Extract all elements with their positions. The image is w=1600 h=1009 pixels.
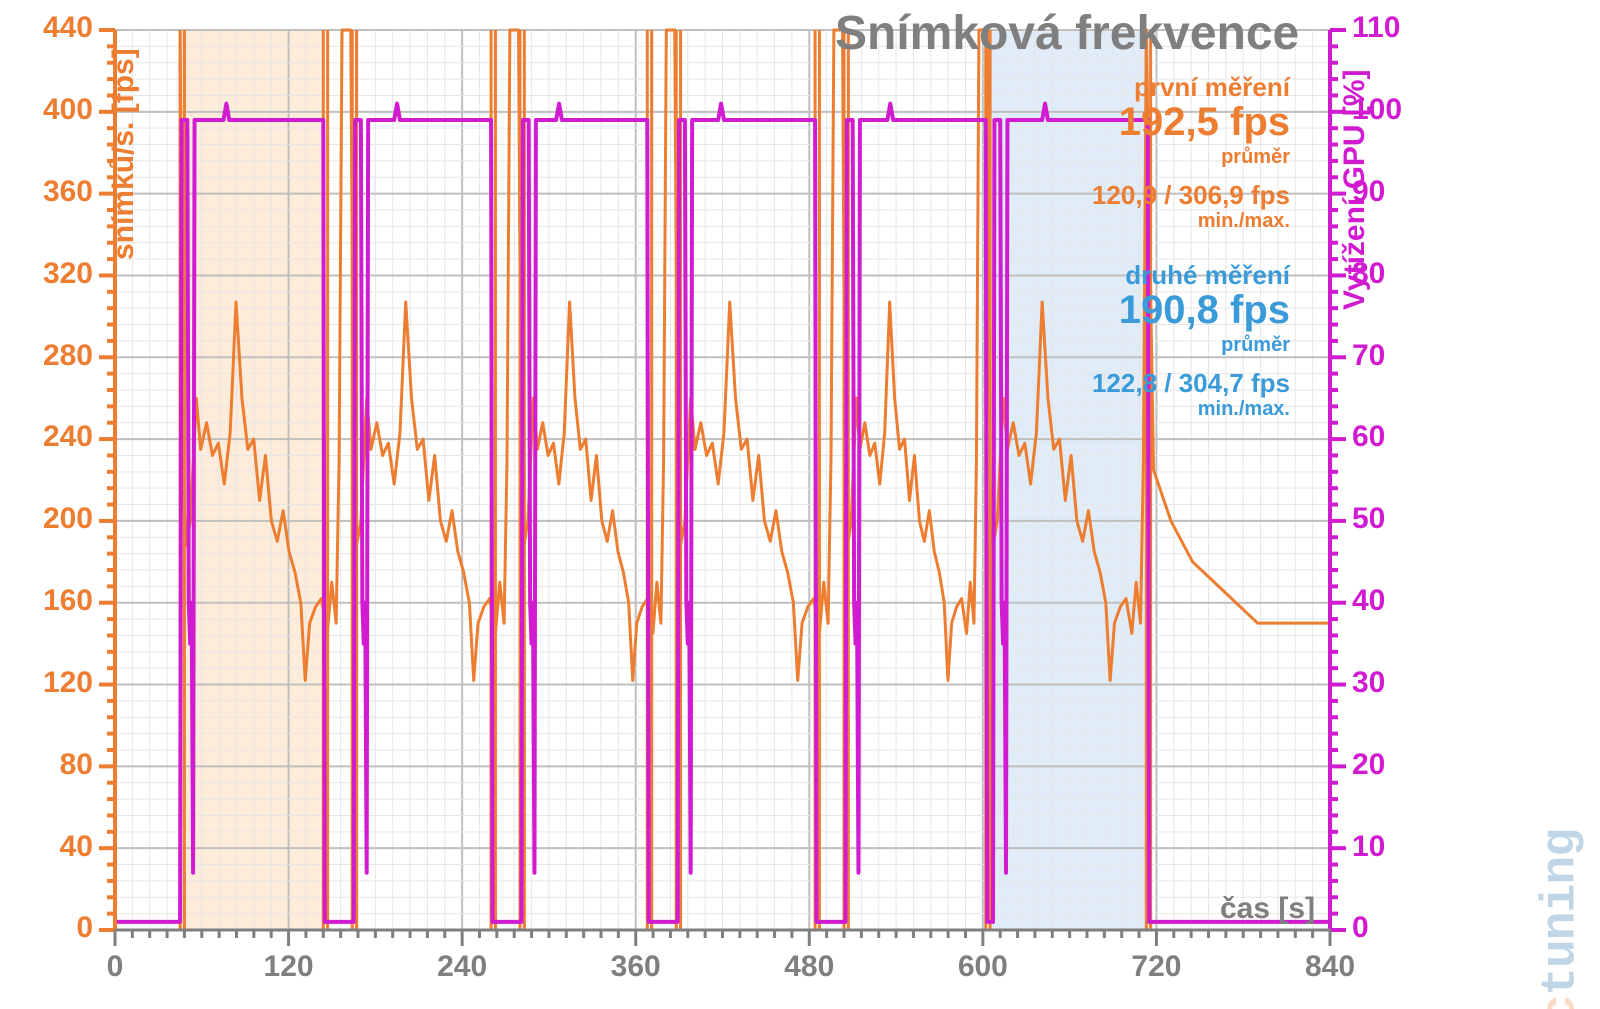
tick-label: 20	[1352, 748, 1385, 782]
tick-label: 30	[1352, 666, 1385, 700]
y-axis-left-label: snímků/s. [fps]	[107, 48, 141, 260]
tick-label: 360	[43, 175, 93, 209]
tick-label: 720	[1131, 950, 1181, 984]
tick-label: 80	[1352, 257, 1385, 291]
tick-label: 10	[1352, 830, 1385, 864]
tick-label: 70	[1352, 339, 1385, 373]
tick-label: 100	[1352, 93, 1402, 127]
measurement-2-title: druhé měření	[1125, 260, 1290, 291]
measurement-2-range: 122,8 / 304,7 fps	[1092, 368, 1290, 399]
measurement-2-avg-sub: průměr	[1221, 334, 1290, 357]
measurement-1-avg: 192,5 fps	[1119, 100, 1290, 145]
measurement-1-range-sub: min./max.	[1198, 210, 1290, 233]
tick-label: 480	[784, 950, 834, 984]
tick-label: 280	[43, 339, 93, 373]
x-axis-label: čas [s]	[1220, 892, 1315, 926]
tick-label: 0	[76, 911, 93, 945]
tick-label: 0	[107, 950, 124, 984]
tick-label: 60	[1352, 420, 1385, 454]
measurement-1-range: 120,9 / 306,9 fps	[1092, 180, 1290, 211]
tick-label: 120	[264, 950, 314, 984]
tick-label: 50	[1352, 502, 1385, 536]
tick-label: 400	[43, 93, 93, 127]
measurement-1-avg-sub: průměr	[1221, 146, 1290, 169]
fps-gpu-chart: Snímková frekvence snímků/s. [fps] Vytíž…	[0, 0, 1600, 1009]
tick-label: 120	[43, 666, 93, 700]
chart-title: Snímková frekvence	[835, 6, 1299, 61]
measurement-1-title: první měření	[1134, 72, 1290, 103]
tick-label: 40	[1352, 584, 1385, 618]
tick-label: 40	[60, 830, 93, 864]
tick-label: 840	[1305, 950, 1355, 984]
tick-label: 80	[60, 748, 93, 782]
measurement-2-avg: 190,8 fps	[1119, 288, 1290, 333]
tick-label: 240	[437, 950, 487, 984]
tick-label: 240	[43, 420, 93, 454]
tick-label: 320	[43, 257, 93, 291]
tick-label: 200	[43, 502, 93, 536]
tick-label: 160	[43, 584, 93, 618]
tick-label: 440	[43, 11, 93, 45]
measurement-2-range-sub: min./max.	[1198, 398, 1290, 421]
tick-label: 0	[1352, 911, 1369, 945]
tick-label: 360	[611, 950, 661, 984]
tick-label: 110	[1352, 11, 1400, 45]
watermark-logo: pctuning	[1534, 829, 1588, 1009]
tick-label: 600	[958, 950, 1008, 984]
tick-label: 90	[1352, 175, 1385, 209]
